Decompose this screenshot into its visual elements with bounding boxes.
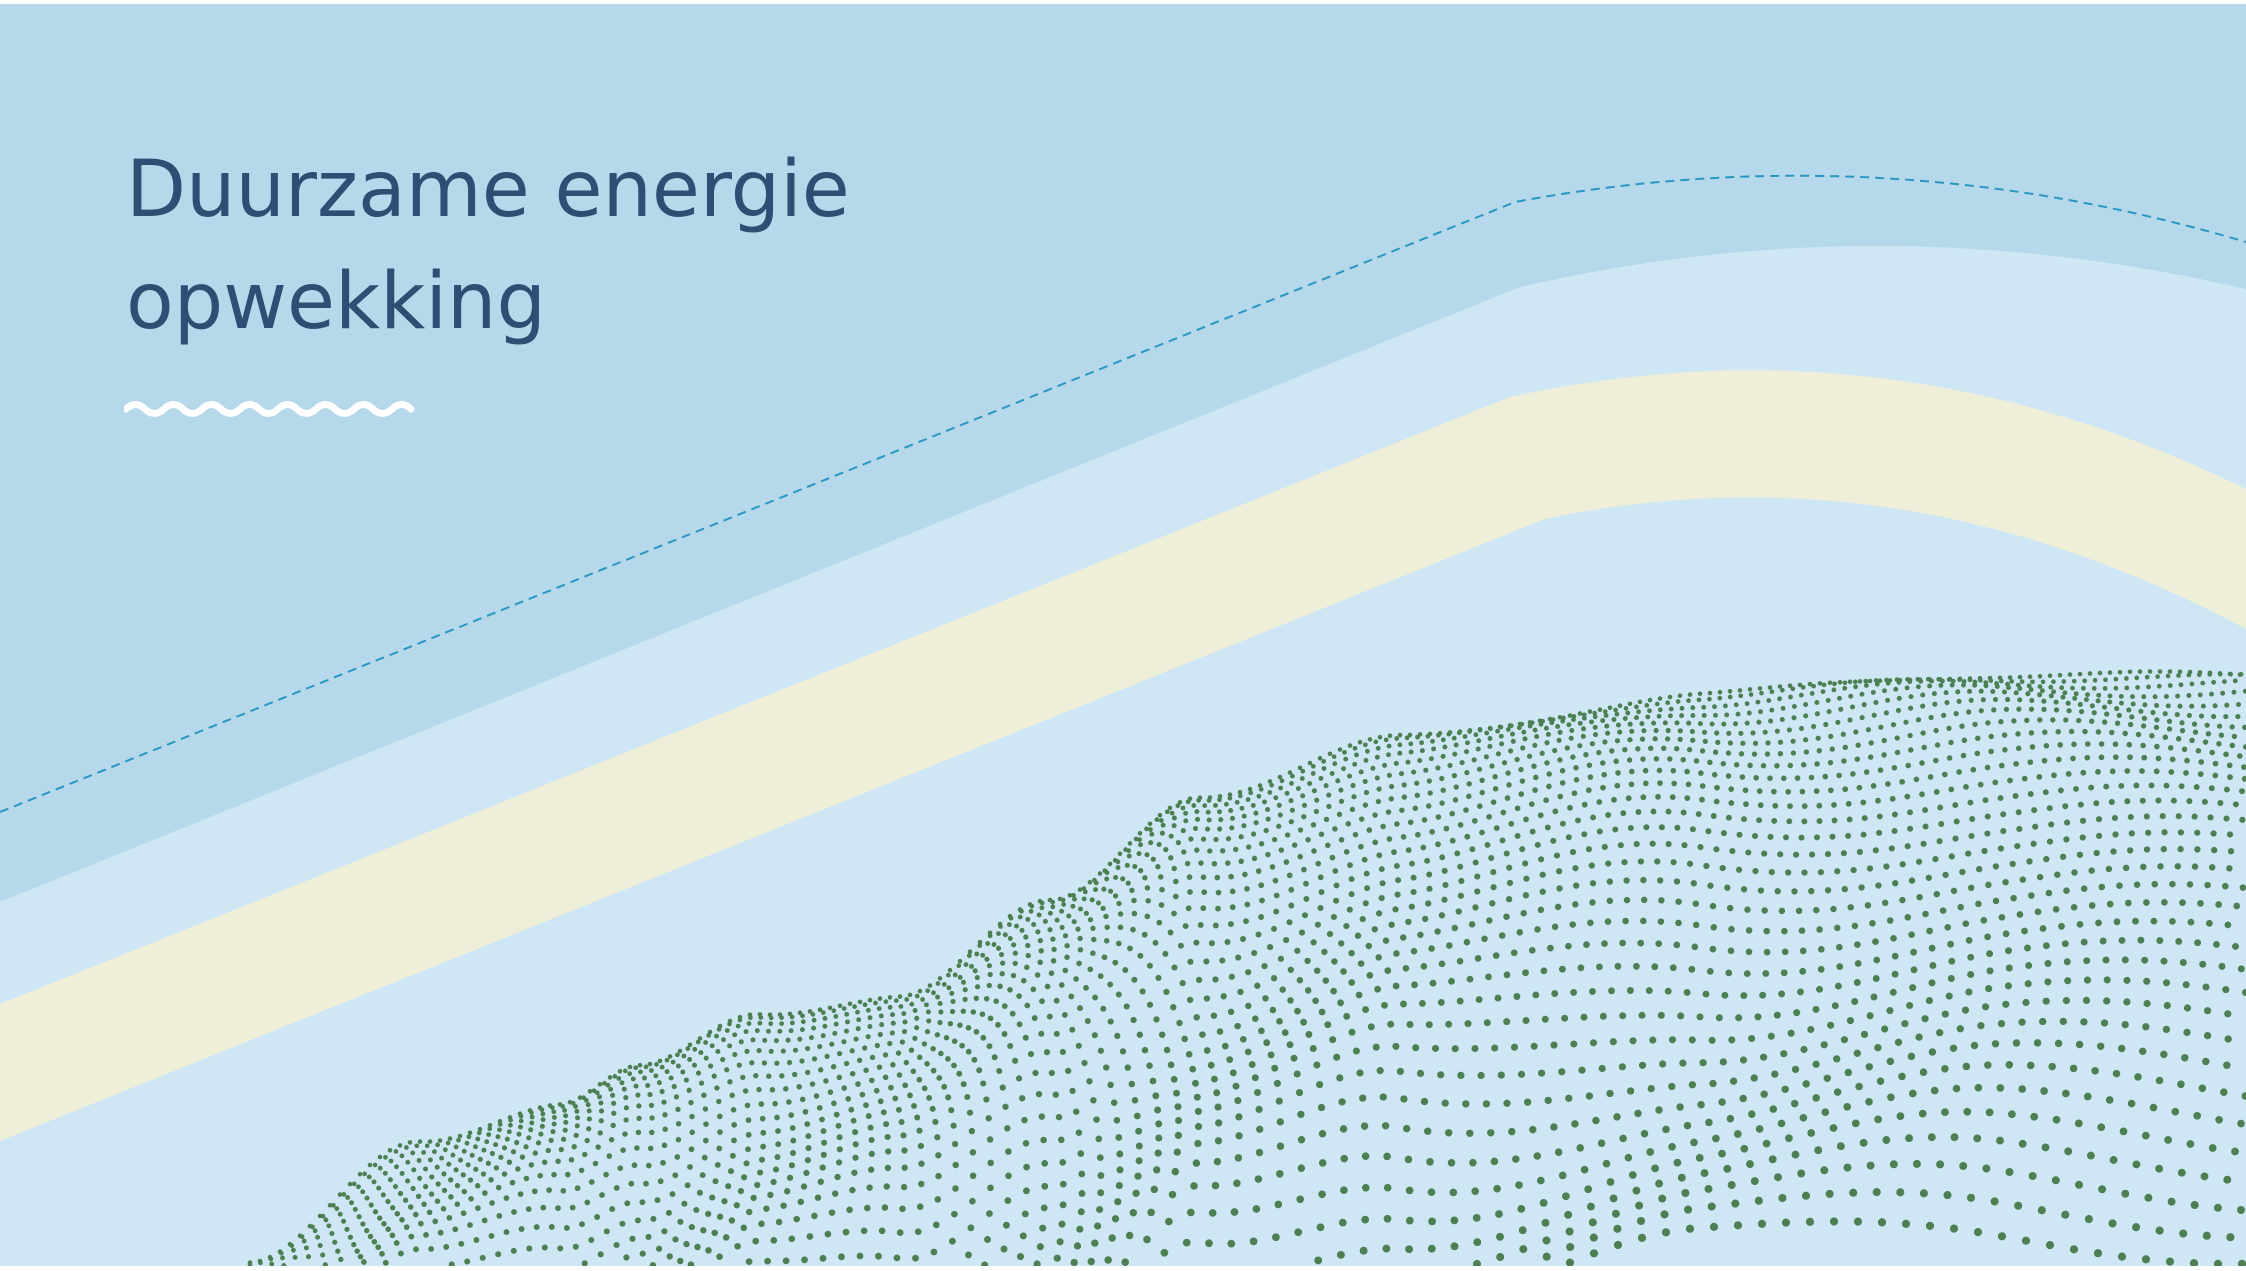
slide-title: Duurzame energie opwekking <box>126 134 850 358</box>
title-slide: Duurzame energie opwekking <box>0 4 2246 1266</box>
wavy-line-icon <box>124 401 415 417</box>
title-line-2: opwekking <box>126 257 546 347</box>
cream-band <box>0 370 2246 1141</box>
landscape-illustration <box>0 174 2246 1266</box>
dotted-field <box>247 669 2246 1266</box>
light-blue-band <box>0 246 2246 1266</box>
title-line-1: Duurzame energie <box>126 145 850 235</box>
dashed-line <box>0 174 2246 813</box>
